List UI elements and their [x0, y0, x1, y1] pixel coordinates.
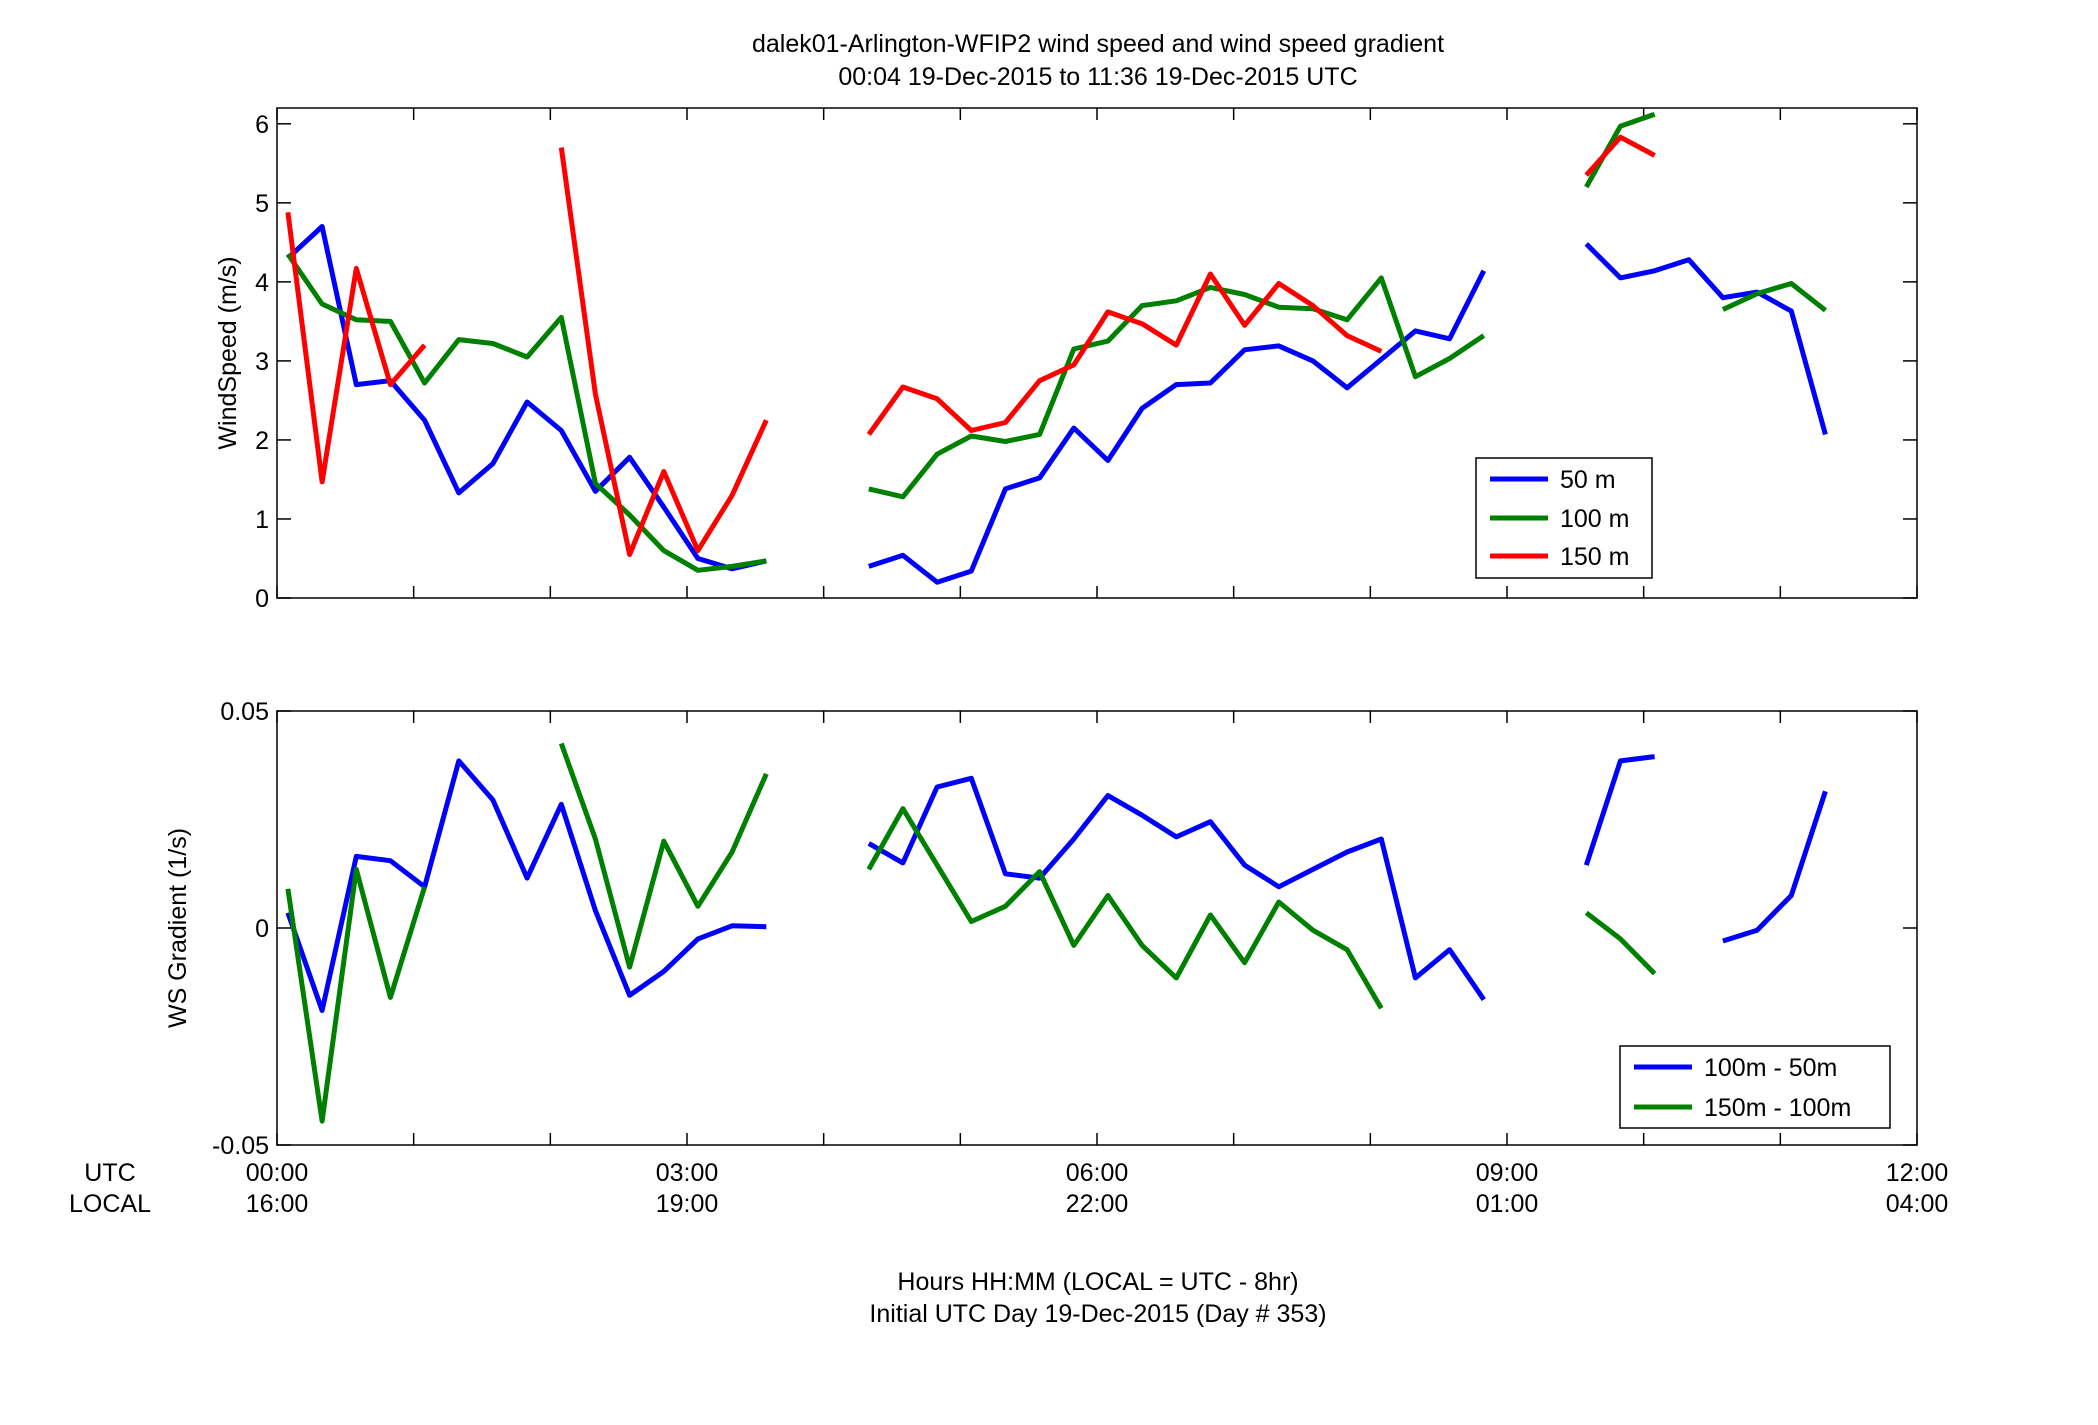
- gradient-ytick-label: 0.05: [220, 698, 269, 726]
- series-line-150m-100m: [1584, 910, 1657, 976]
- windspeed-ytick-label: 3: [255, 348, 269, 376]
- local-tick-label: 22:00: [1066, 1190, 1129, 1218]
- series-line-100m-50m: [1583, 754, 1655, 866]
- series-line-100-m: [868, 275, 1486, 500]
- windspeed-ytick-label: 2: [255, 427, 269, 455]
- local-tick-label: 16:00: [246, 1190, 309, 1218]
- legend-label-50m: 50 m: [1560, 466, 1616, 494]
- series-line-100-m: [285, 252, 767, 573]
- series-line-150m-100m: [866, 806, 1384, 1010]
- series-line-150-m: [285, 211, 427, 485]
- windspeed-ytick-label: 6: [255, 111, 269, 139]
- series-line-100m-50m: [285, 758, 767, 1013]
- series-line-150-m: [866, 271, 1383, 436]
- chart-title-line1: dalek01-Arlington-WFIP2 wind speed and w…: [752, 30, 1444, 58]
- series-line-50-m: [1584, 242, 1828, 436]
- local-tick-label: 01:00: [1476, 1190, 1539, 1218]
- local-tick-label: 19:00: [656, 1190, 719, 1218]
- xlabel-line1: Hours HH:MM (LOCAL = UTC - 8hr): [897, 1268, 1298, 1296]
- legend-label-100m: 100 m: [1560, 505, 1629, 533]
- legend-label-150m: 150 m: [1560, 543, 1629, 571]
- series-line-100-m: [1721, 281, 1827, 313]
- series-line-150m-100m: [285, 866, 427, 1124]
- utc-row-label: UTC: [84, 1159, 135, 1187]
- wind-speed-ylabel: WindSpeed (m/s): [214, 256, 242, 449]
- chart-title-line2: 00:04 19-Dec-2015 to 11:36 19-Dec-2015 U…: [838, 63, 1357, 91]
- windspeed-ytick-label: 0: [255, 585, 269, 613]
- series-line-50-m: [868, 269, 1487, 585]
- series-line-100m-50m: [1722, 790, 1828, 944]
- gradient-panel: -0.05 0 0.05 WS Gradient (1/s) 100m - 50m …: [164, 698, 1918, 1160]
- gradient-ylabel: WS Gradient (1/s): [164, 828, 192, 1028]
- windspeed-ytick-label: 1: [255, 506, 269, 534]
- utc-tick-label: 03:00: [656, 1159, 719, 1187]
- series-line-100-m: [1584, 111, 1656, 189]
- windspeed-ytick-label: 5: [255, 190, 269, 218]
- utc-tick-label: 06:00: [1066, 1159, 1129, 1187]
- series-line-150-m: [1584, 134, 1656, 177]
- series-line-50-m: [286, 224, 767, 572]
- utc-tick-label: 09:00: [1476, 1159, 1539, 1187]
- wind-speed-legend: 50 m 100 m 150 m: [1475, 457, 1653, 579]
- xlabel-line2: Initial UTC Day 19-Dec-2015 (Day # 353): [869, 1300, 1326, 1328]
- gradient-legend: 100m - 50m 150m - 100m: [1619, 1045, 1891, 1129]
- series-line-150m-100m: [558, 742, 769, 970]
- local-tick-label: 04:00: [1886, 1190, 1949, 1218]
- wind-speed-panel: 0 1 2 3 4 5 6 WindSpeed (m/s) 50 m 100 m 150 m: [214, 107, 1918, 613]
- utc-tick-label: 00:00: [246, 1159, 309, 1187]
- gradient-ytick-label: -0.05: [212, 1132, 269, 1160]
- legend-label-100m-50m: 100m - 50m: [1704, 1054, 1837, 1082]
- series-line-150-m: [558, 147, 769, 557]
- utc-tick-label: 12:00: [1886, 1159, 1949, 1187]
- windspeed-ytick-label: 4: [255, 269, 269, 297]
- local-row-label: LOCAL: [69, 1190, 151, 1218]
- series-line-100m-50m: [867, 775, 1486, 1002]
- gradient-ytick-label: 0: [255, 915, 269, 943]
- gradient-legend-box: [1619, 1045, 1891, 1129]
- legend-label-150m-100m: 150m - 100m: [1704, 1094, 1851, 1122]
